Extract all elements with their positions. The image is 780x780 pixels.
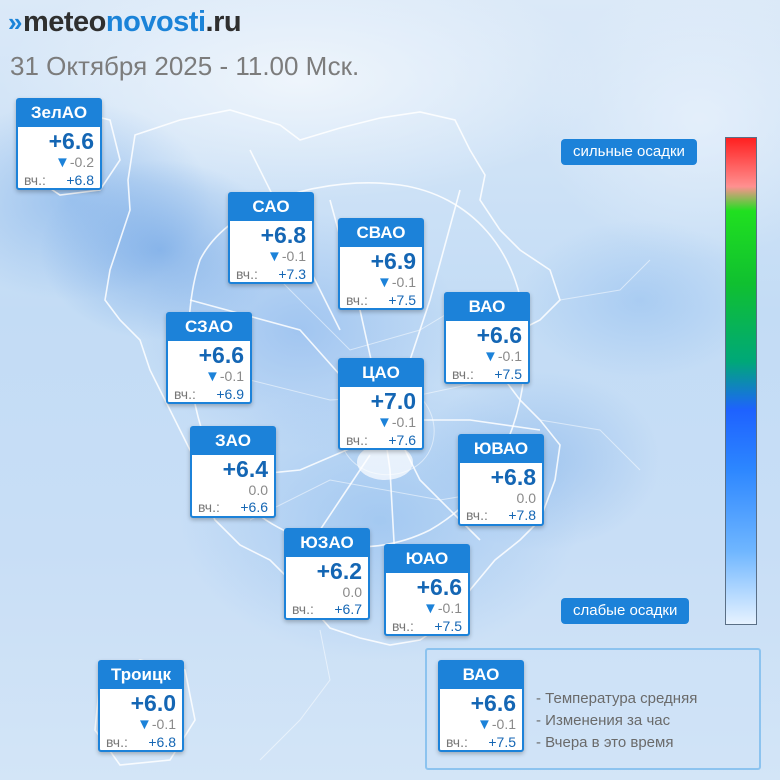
district-change: ▼-0.1 [267, 248, 306, 265]
district-yesterday: вч.: +6.7 [292, 601, 362, 617]
district-card[interactable]: СЗАО +6.6 ▼-0.1 вч.: +6.9 [166, 312, 252, 404]
district-yesterday: вч.: +7.6 [346, 432, 416, 448]
district-yesterday: вч.: +7.8 [466, 507, 536, 523]
down-triangle-icon: ▼ [423, 600, 438, 617]
district-temp: +6.4 [222, 456, 268, 482]
district-temp: +6.6 [476, 322, 522, 348]
district-yesterday: вч.: +7.5 [392, 618, 462, 634]
logo-mark-icon: » [8, 7, 22, 37]
district-temp: +7.0 [370, 388, 416, 414]
district-change: ▼-0.2 [55, 154, 94, 171]
district-temp: +6.8 [260, 222, 306, 248]
district-change: ▼-0.1 [377, 274, 416, 291]
district-card[interactable]: Троицк +6.0 ▼-0.1 вч.: +6.8 [98, 660, 184, 752]
down-triangle-icon: ▼ [483, 348, 498, 365]
center-glow [357, 444, 413, 480]
district-yesterday: вч.: +7.5 [346, 292, 416, 308]
district-name: ЦАО [339, 359, 423, 387]
district-name: ЮЗАО [285, 529, 369, 557]
minor-road-4 [559, 259, 651, 301]
district-name: САО [229, 193, 313, 221]
district-yesterday: вч.: +6.9 [174, 386, 244, 402]
district-change: 0.0 [248, 482, 268, 498]
district-card[interactable]: САО +6.8 ▼-0.1 вч.: +7.3 [228, 192, 314, 284]
legend-item-yesterday: - Вчера в это время [536, 734, 674, 751]
district-card[interactable]: ЗАО +6.4 0.0 вч.: +6.6 [190, 426, 276, 518]
district-card[interactable]: СВАО +6.9 ▼-0.1 вч.: +7.5 [338, 218, 424, 310]
district-card[interactable]: ЮАО +6.6 ▼-0.1 вч.: +7.5 [384, 544, 470, 636]
district-temp: +6.0 [130, 690, 176, 716]
district-card[interactable]: ЮВАО +6.8 0.0 вч.: +7.8 [458, 434, 544, 526]
scale-label-weak: слабые осадки [561, 598, 690, 624]
district-change: ▼-0.1 [483, 348, 522, 365]
district-change: 0.0 [342, 584, 362, 600]
down-triangle-icon: ▼ [377, 274, 392, 291]
precipitation-scale-bar [725, 137, 757, 625]
down-triangle-icon: ▼ [267, 248, 282, 265]
legend-item-temp: - Температура средняя [536, 690, 698, 707]
district-temp: +6.8 [490, 464, 536, 490]
district-name: ЮВАО [459, 435, 543, 463]
district-yesterday: вч.: +7.5 [452, 366, 522, 382]
down-triangle-icon: ▼ [377, 414, 392, 431]
district-temp: +6.6 [416, 574, 462, 600]
district-name: ВАО [445, 293, 529, 321]
district-temp: +6.9 [370, 248, 416, 274]
minor-road-5 [539, 419, 641, 471]
minor-road-6 [259, 629, 331, 761]
legend-item-change: - Изменения за час [536, 712, 671, 729]
district-temp: +6.2 [316, 558, 362, 584]
district-yesterday: вч.: +6.8 [106, 734, 176, 750]
district-card[interactable]: ЦАО +7.0 ▼-0.1 вч.: +7.6 [338, 358, 424, 450]
district-card[interactable]: ЮЗАО +6.2 0.0 вч.: +6.7 [284, 528, 370, 620]
legend-sample-temp: +6.6 [470, 690, 516, 716]
district-name: Троицк [99, 661, 183, 689]
district-yesterday: вч.: +6.8 [24, 172, 94, 188]
down-triangle-icon: ▼ [477, 716, 492, 733]
date-time: 31 Октября 2025 - 11.00 Мск. [10, 51, 360, 81]
district-change: 0.0 [516, 490, 536, 506]
legend-sample-yesterday: вч.: +7.5 [446, 734, 516, 750]
district-name: СВАО [339, 219, 423, 247]
district-temp: +6.6 [48, 128, 94, 154]
district-change: ▼-0.1 [423, 600, 462, 617]
legend-sample-change: ▼-0.1 [477, 716, 516, 733]
site-logo[interactable]: »meteonovosti.ru [8, 6, 242, 38]
district-temp: +6.6 [198, 342, 244, 368]
district-yesterday: вч.: +6.6 [198, 499, 268, 515]
district-name: СЗАО [167, 313, 251, 341]
scale-label-strong: сильные осадки [561, 139, 697, 165]
district-name: ЗелАО [17, 99, 101, 127]
city-outer-border [104, 109, 561, 646]
legend-sample-name: ВАО [439, 661, 523, 689]
down-triangle-icon: ▼ [137, 716, 152, 733]
district-card[interactable]: ЗелАО +6.6 ▼-0.2 вч.: +6.8 [16, 98, 102, 190]
district-change: ▼-0.1 [205, 368, 244, 385]
district-name: ЗАО [191, 427, 275, 455]
district-change: ▼-0.1 [377, 414, 416, 431]
district-name: ЮАО [385, 545, 469, 573]
down-triangle-icon: ▼ [55, 154, 70, 171]
district-yesterday: вч.: +7.3 [236, 266, 306, 282]
district-change: ▼-0.1 [137, 716, 176, 733]
down-triangle-icon: ▼ [205, 368, 220, 385]
district-card[interactable]: ВАО +6.6 ▼-0.1 вч.: +7.5 [444, 292, 530, 384]
legend-sample-card: ВАО +6.6 ▼-0.1 вч.: +7.5 [438, 660, 524, 752]
